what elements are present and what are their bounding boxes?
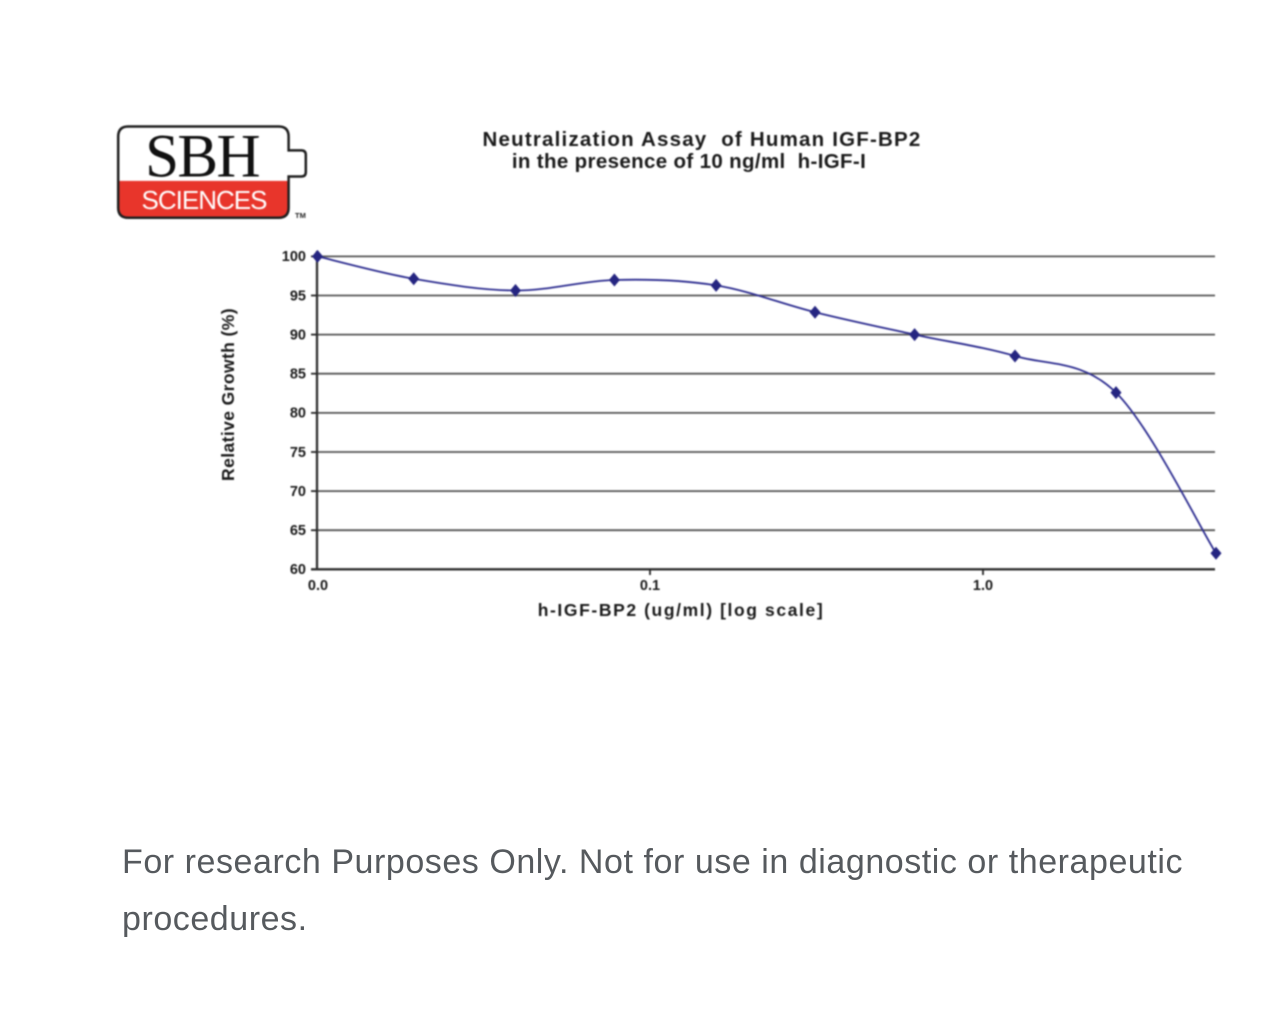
svg-text:in the presence of 10 ng/ml h: in the presence of 10 ng/ml h-IGF-I	[512, 150, 866, 173]
svg-text:SBH: SBH	[145, 124, 259, 191]
svg-text:0.0: 0.0	[308, 578, 328, 594]
svg-text:TM: TM	[295, 211, 306, 220]
svg-text:1.0: 1.0	[973, 578, 993, 594]
svg-text:65: 65	[290, 523, 306, 539]
svg-text:SCIENCES: SCIENCES	[142, 185, 268, 215]
svg-text:95: 95	[290, 288, 306, 304]
svg-text:Neutralization Assay of Human: Neutralization Assay of Human IGF-BP2	[483, 128, 922, 151]
svg-text:90: 90	[290, 327, 306, 343]
svg-text:Relative Growth (%): Relative Growth (%)	[218, 308, 238, 481]
svg-text:60: 60	[290, 562, 306, 578]
svg-text:80: 80	[290, 406, 306, 422]
svg-text:100: 100	[282, 249, 306, 265]
svg-text:75: 75	[290, 445, 306, 461]
svg-text:0.1: 0.1	[640, 578, 660, 594]
svg-text:70: 70	[290, 484, 306, 500]
svg-text:h-IGF-BP2 (ug/ml) [log scale]: h-IGF-BP2 (ug/ml) [log scale]	[538, 600, 825, 620]
svg-text:85: 85	[290, 367, 306, 383]
